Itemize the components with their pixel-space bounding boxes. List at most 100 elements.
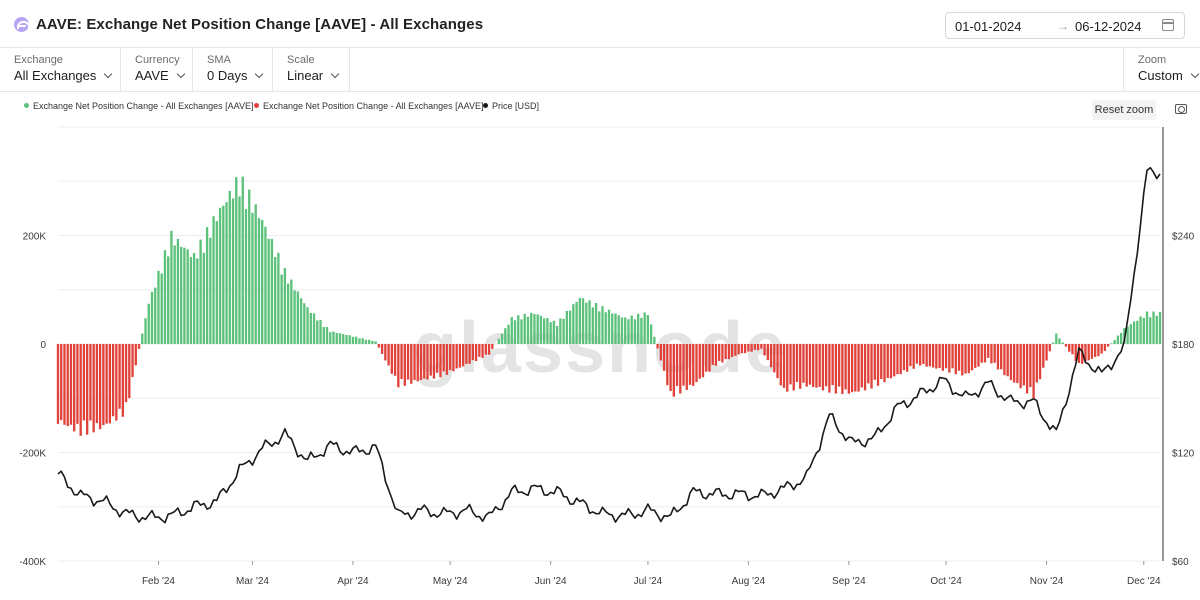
bar	[186, 249, 189, 344]
bar	[656, 344, 659, 349]
bar	[1155, 315, 1158, 344]
date-to-input[interactable]: 06-12-2024	[1075, 19, 1142, 34]
zoom-select[interactable]: Zoom Custom	[1123, 48, 1200, 92]
x-axis-tick-label: Apr '24	[337, 576, 369, 587]
bar	[549, 322, 552, 344]
legend-item-price[interactable]: Price [USD]	[483, 101, 539, 111]
bar	[1087, 344, 1090, 361]
legend-dot-green-icon	[24, 103, 29, 108]
bar	[170, 230, 173, 344]
bar	[141, 333, 144, 344]
x-axis-tick-label: Jun '24	[535, 576, 567, 587]
bar	[1136, 320, 1139, 344]
bar	[66, 344, 69, 427]
bar	[526, 316, 530, 344]
bar	[199, 239, 202, 344]
bar	[834, 344, 838, 394]
exchange-select[interactable]: Exchange All Exchanges	[0, 48, 121, 92]
bar	[993, 344, 996, 363]
bar	[89, 344, 92, 421]
bar	[364, 339, 368, 344]
bar	[889, 344, 893, 379]
bar	[335, 332, 338, 344]
bar	[662, 344, 666, 371]
bar	[1132, 321, 1136, 344]
bar	[627, 319, 630, 344]
bar	[837, 344, 841, 387]
bar	[176, 238, 180, 344]
bar	[782, 344, 786, 388]
bar	[918, 344, 922, 366]
bar	[244, 209, 248, 344]
bar	[951, 344, 954, 369]
date-from-input[interactable]: 01-01-2024	[955, 19, 1022, 34]
sma-select[interactable]: SMA 0 Days	[193, 48, 273, 92]
bar	[1038, 344, 1042, 380]
price-line	[57, 166, 1161, 524]
bar	[406, 344, 410, 380]
bar	[633, 319, 637, 344]
bar	[753, 344, 757, 350]
bar	[397, 344, 400, 388]
bar	[241, 176, 244, 344]
scale-select[interactable]: Scale Linear	[273, 48, 350, 92]
bar	[413, 344, 416, 380]
bar	[1064, 344, 1068, 347]
chart-canvas[interactable]: glassnode 200K0-200K-400K$240$180$120$60…	[0, 120, 1200, 600]
bar	[688, 344, 692, 385]
bar	[727, 344, 731, 360]
bar	[996, 344, 1000, 370]
bar	[257, 218, 261, 344]
reset-zoom-button[interactable]: Reset zoom	[1092, 100, 1156, 120]
legend-item-positive[interactable]: Exchange Net Position Change - All Excha…	[24, 101, 253, 111]
bar	[705, 344, 708, 372]
exchange-value: All Exchanges	[14, 68, 97, 83]
bar	[578, 298, 581, 344]
bar	[478, 344, 481, 357]
date-range-picker[interactable]: 01-01-2024 → 06-12-2024	[945, 12, 1185, 39]
bar	[669, 344, 672, 391]
bar	[1016, 344, 1019, 384]
chevron-down-icon	[176, 69, 185, 79]
bar	[695, 344, 698, 383]
bar	[1145, 311, 1149, 344]
bar	[756, 344, 760, 351]
bar	[1119, 332, 1123, 344]
currency-value-row: AAVE	[135, 68, 185, 83]
bar	[773, 344, 776, 373]
bar	[572, 304, 575, 344]
bar	[1116, 335, 1120, 344]
chevron-down-icon	[1190, 69, 1200, 79]
aave-logo-icon	[14, 17, 29, 32]
bar	[802, 344, 805, 383]
bar	[935, 344, 938, 369]
chevron-down-icon	[104, 69, 113, 79]
bar	[883, 344, 886, 383]
sma-label: SMA	[207, 54, 231, 66]
bar	[423, 344, 426, 379]
bar	[692, 344, 695, 386]
bar	[400, 344, 403, 380]
bar	[76, 344, 79, 424]
bar	[653, 336, 656, 344]
legend-item-negative[interactable]: Exchange Net Position Change - All Excha…	[254, 101, 483, 111]
camera-icon[interactable]	[1175, 104, 1187, 114]
bar	[361, 338, 364, 344]
bar	[1097, 344, 1100, 357]
bar	[844, 344, 847, 390]
bar	[293, 290, 296, 344]
bar	[990, 344, 993, 364]
bar	[841, 344, 844, 394]
calendar-icon[interactable]	[1162, 19, 1174, 31]
x-axis-tick-label: May '24	[433, 576, 468, 587]
bar	[909, 344, 912, 367]
chart-axes: 200K 0 -200K -400K $240 $180 $120 $60 Feb '24 Mar…	[19, 127, 1195, 587]
bar	[426, 344, 429, 380]
bar	[497, 338, 500, 344]
bar	[847, 344, 851, 394]
bar	[1126, 326, 1129, 344]
zoom-label: Zoom	[1138, 54, 1167, 66]
bar	[228, 190, 231, 344]
currency-select[interactable]: Currency AAVE	[121, 48, 193, 92]
bar	[799, 344, 802, 389]
